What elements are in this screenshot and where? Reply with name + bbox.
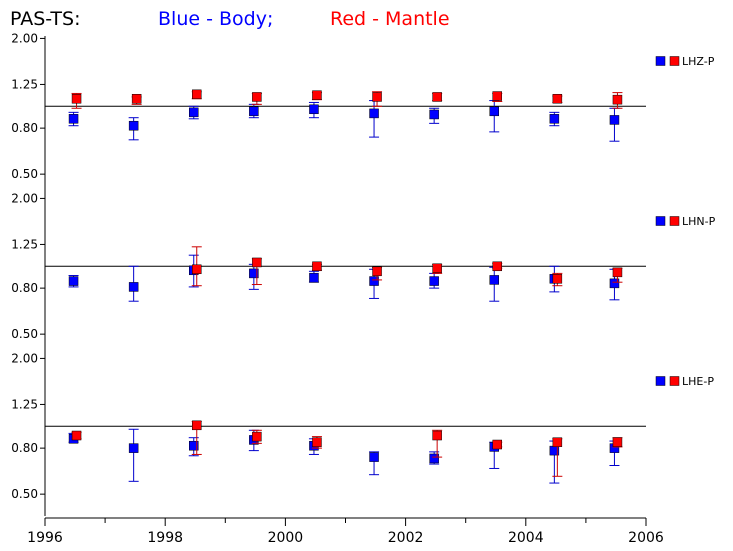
y-tick-label: 0.50 <box>11 487 38 501</box>
body-point <box>128 282 139 292</box>
body-point <box>489 106 499 117</box>
mantle-point <box>312 261 322 272</box>
legend-channel-label: LHE-P <box>682 375 714 388</box>
x-tick-label: 2002 <box>388 530 424 546</box>
mantle-point <box>612 437 623 447</box>
mantle-point <box>492 261 502 272</box>
mantle-point <box>612 94 623 105</box>
mantle-point <box>552 93 563 104</box>
mantle-point <box>192 89 202 100</box>
y-tick-label: 2.00 <box>11 351 38 365</box>
mantle-point <box>71 430 82 441</box>
body-point <box>189 440 199 451</box>
body-point <box>249 106 259 117</box>
mantle-point <box>372 266 382 277</box>
y-tick-label: 1.25 <box>11 77 38 91</box>
x-tick-label: 2000 <box>268 530 304 546</box>
body-point <box>369 452 379 462</box>
legend-body-marker <box>655 216 666 226</box>
legend-body-marker <box>655 56 666 66</box>
y-tick-label: 0.80 <box>11 281 38 295</box>
mantle-point <box>372 92 382 102</box>
mantle-point <box>252 431 262 442</box>
legend-channel-label: LHZ-P <box>682 55 715 68</box>
mantle-point <box>312 437 322 447</box>
legend-channel-label: LHN-P <box>682 215 716 228</box>
body-point <box>609 115 620 125</box>
mantle-point <box>552 274 563 284</box>
y-tick-label: 2.00 <box>11 191 38 205</box>
panel-lhe-p: 2.00 1.25 0.80 0.50 LHE-P <box>11 351 714 516</box>
body-point <box>68 114 79 124</box>
body-point <box>549 114 560 124</box>
body-point <box>489 275 499 285</box>
legend-mantle-marker <box>669 216 680 226</box>
body-point <box>128 120 139 131</box>
body-point <box>189 107 199 118</box>
x-tick-label: 2004 <box>508 530 544 546</box>
legend-body-marker <box>655 376 666 386</box>
mantle-point <box>432 92 442 102</box>
body-point <box>429 109 439 120</box>
title-mantle-label: Red - Mantle <box>330 8 450 30</box>
y-tick-label: 1.25 <box>11 397 38 411</box>
y-tick-label: 0.50 <box>11 167 38 181</box>
y-tick-label: 1.25 <box>11 237 38 251</box>
body-point <box>609 278 620 289</box>
mantle-point <box>312 90 322 100</box>
y-tick-label: 0.80 <box>11 121 38 135</box>
body-point <box>309 104 319 115</box>
x-tick-label: 2006 <box>628 530 664 546</box>
mantle-point <box>612 267 623 278</box>
y-tick-label: 0.50 <box>11 327 38 341</box>
mantle-point <box>71 93 82 104</box>
y-tick-label: 2.00 <box>11 31 38 45</box>
title-body-label: Blue - Body; <box>158 8 273 30</box>
body-point <box>429 453 439 464</box>
mantle-point <box>432 430 442 441</box>
title-prefix: PAS-TS: <box>10 8 80 30</box>
legend-mantle-marker <box>669 376 680 386</box>
mantle-point <box>192 264 202 275</box>
body-point <box>429 276 439 286</box>
mantle-point <box>252 92 262 102</box>
body-point <box>369 276 379 286</box>
body-point <box>128 443 139 453</box>
body-point <box>68 276 79 286</box>
mantle-point <box>432 263 442 274</box>
mantle-point <box>552 437 563 447</box>
panel-lhz-p: 2.00 1.25 0.80 0.50 LHZ-P <box>11 31 715 196</box>
mantle-point <box>131 93 142 104</box>
mantle-point <box>192 420 202 431</box>
mantle-point <box>252 257 262 268</box>
body-point <box>249 268 259 279</box>
mantle-point <box>492 91 502 101</box>
x-tick-label: 1996 <box>27 530 63 546</box>
chart-title: PAS-TS: Blue - Body; Red - Mantle <box>10 8 450 30</box>
body-point <box>369 108 379 119</box>
chart-panels: 2.00 1.25 0.80 0.50 LHZ-P 2.00 1.25 0.80 0.50 LHN… <box>11 31 716 516</box>
body-point <box>309 272 319 283</box>
legend-mantle-marker <box>669 56 680 66</box>
x-tick-label: 1998 <box>147 530 183 546</box>
panel-lhn-p: 2.00 1.25 0.80 0.50 LHN-P <box>11 191 716 356</box>
y-tick-label: 0.80 <box>11 441 38 455</box>
mantle-point <box>492 439 502 450</box>
x-axis: 1996 1998 2000 2002 2004 2006 <box>27 517 664 546</box>
